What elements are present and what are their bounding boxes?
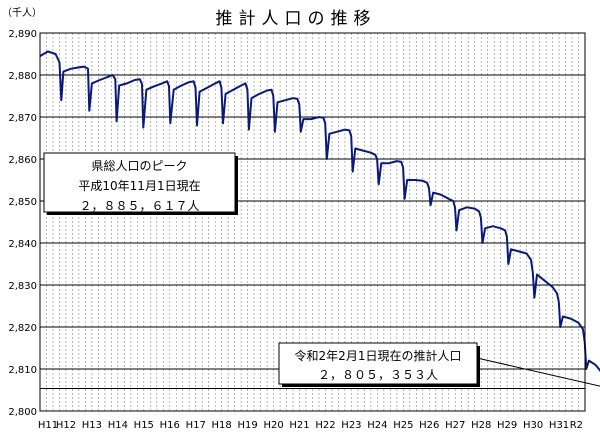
annotation-current: 令和2年2月1日現在の推計人口 ２，８０５，３５３人 [278,342,480,387]
x-tick-label: H16 [160,420,180,431]
y-tick-label: 2,810 [8,365,37,376]
x-tick-label: H31 [549,420,569,431]
x-tick-label: H25 [393,420,413,431]
x-tick-label: H21 [289,420,309,431]
x-tick-label: H12 [56,420,76,431]
annotation-box [43,152,236,213]
y-tick-label: 2,820 [8,323,37,334]
x-tick-label: H24 [367,420,387,431]
y-tick-label: 2,830 [8,281,37,292]
y-tick-label: 2,840 [8,239,37,250]
x-tick-label: H26 [419,420,439,431]
x-tick-label: H18 [212,420,232,431]
x-tick-label: H20 [263,420,283,431]
x-tick-label: H14 [108,420,128,431]
annotation-text: 平成10年11月1日現在 [78,179,200,193]
y-tick-label: 2,860 [8,155,37,166]
x-tick-label: H17 [186,420,206,431]
annotation-text: 令和2年2月1日現在の推計人口 [295,348,462,363]
x-tick-label: H13 [82,420,102,431]
y-tick-label: 2,870 [8,113,37,124]
y-tick-label: 2,880 [8,71,37,82]
x-tick-label: H30 [523,420,543,431]
x-tick-label: H15 [134,420,154,431]
x-tick-label: H11 [38,420,58,431]
x-tick-label: H27 [445,420,465,431]
chart-title: 推計人口の推移 [216,9,377,29]
annotation-text: 県総人口のピーク [91,159,187,173]
plot-frame [39,32,586,412]
unit-label: （千人） [2,7,42,19]
annotation-box [278,342,478,385]
y-tick-label: 2,890 [8,29,37,40]
annotation-text: ２，８８５，６１７人 [79,199,199,213]
y-tick-label: 2,800 [8,407,37,418]
y-axis: 2,890 2,880 2,870 2,860 2,850 2,840 2,830 2,820… [8,29,37,418]
y-tick-label: 2,850 [8,197,37,208]
x-tick-label: H22 [315,420,335,431]
x-tick-label: H29 [497,420,517,431]
x-tick-label: H19 [237,420,257,431]
annotation-text: ２，８０５，３５３人 [318,368,438,382]
x-tick-label: H23 [341,420,361,431]
x-tick-label: H28 [471,420,491,431]
x-tick-label: R2 [570,420,583,431]
series-line [39,50,600,372]
leader-line [476,357,600,387]
